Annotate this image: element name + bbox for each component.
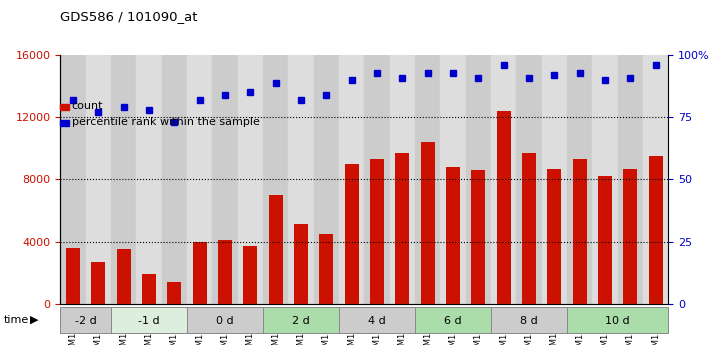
Bar — [263, 55, 289, 304]
Text: 6 d: 6 d — [444, 316, 462, 326]
Bar — [92, 262, 105, 304]
Bar — [162, 55, 187, 304]
Bar — [263, 307, 339, 333]
Bar — [440, 55, 466, 304]
Text: -2 d: -2 d — [75, 316, 97, 326]
Text: time: time — [4, 315, 29, 325]
Bar — [364, 55, 390, 304]
Bar — [471, 170, 486, 304]
Bar — [648, 156, 663, 304]
Bar — [598, 176, 612, 304]
Bar — [237, 55, 263, 304]
Bar — [542, 55, 567, 304]
Bar — [466, 55, 491, 304]
Bar — [415, 55, 440, 304]
Bar — [86, 55, 111, 304]
Bar — [111, 55, 137, 304]
Bar — [567, 307, 668, 333]
Bar — [142, 274, 156, 304]
Bar — [339, 55, 365, 304]
Bar — [592, 55, 618, 304]
Bar — [370, 159, 384, 304]
Bar — [60, 307, 111, 333]
Bar — [117, 249, 131, 304]
Bar — [491, 55, 516, 304]
Bar — [319, 234, 333, 304]
Bar — [624, 169, 637, 304]
Bar — [497, 111, 510, 304]
Bar — [193, 241, 207, 304]
Bar — [243, 246, 257, 304]
Bar — [415, 307, 491, 333]
Text: percentile rank within the sample: percentile rank within the sample — [72, 117, 260, 127]
Bar — [137, 55, 162, 304]
Bar — [213, 55, 237, 304]
Bar — [573, 159, 587, 304]
Bar — [491, 307, 567, 333]
Bar — [187, 55, 213, 304]
Text: -1 d: -1 d — [138, 316, 160, 326]
Bar — [395, 153, 410, 304]
Bar — [289, 55, 314, 304]
Bar — [60, 55, 86, 304]
Bar — [168, 282, 181, 304]
Bar — [516, 55, 542, 304]
Text: GDS586 / 101090_at: GDS586 / 101090_at — [60, 10, 198, 23]
Bar — [339, 307, 415, 333]
Bar — [547, 169, 561, 304]
Bar — [522, 153, 536, 304]
Bar — [218, 240, 232, 304]
Text: count: count — [72, 101, 103, 111]
Bar — [269, 195, 283, 304]
Bar — [567, 55, 592, 304]
Bar — [618, 55, 643, 304]
Text: 4 d: 4 d — [368, 316, 386, 326]
Bar — [111, 307, 187, 333]
Text: 2 d: 2 d — [292, 316, 310, 326]
Bar — [314, 55, 339, 304]
Bar — [66, 248, 80, 304]
Bar — [345, 164, 358, 304]
Bar — [294, 224, 308, 304]
Bar — [187, 307, 263, 333]
Bar — [643, 55, 668, 304]
Text: 8 d: 8 d — [520, 316, 538, 326]
Bar — [421, 142, 434, 304]
Text: ▶: ▶ — [30, 315, 38, 325]
Bar — [390, 55, 415, 304]
Text: 0 d: 0 d — [216, 316, 234, 326]
Bar — [446, 167, 460, 304]
Text: 10 d: 10 d — [605, 316, 630, 326]
